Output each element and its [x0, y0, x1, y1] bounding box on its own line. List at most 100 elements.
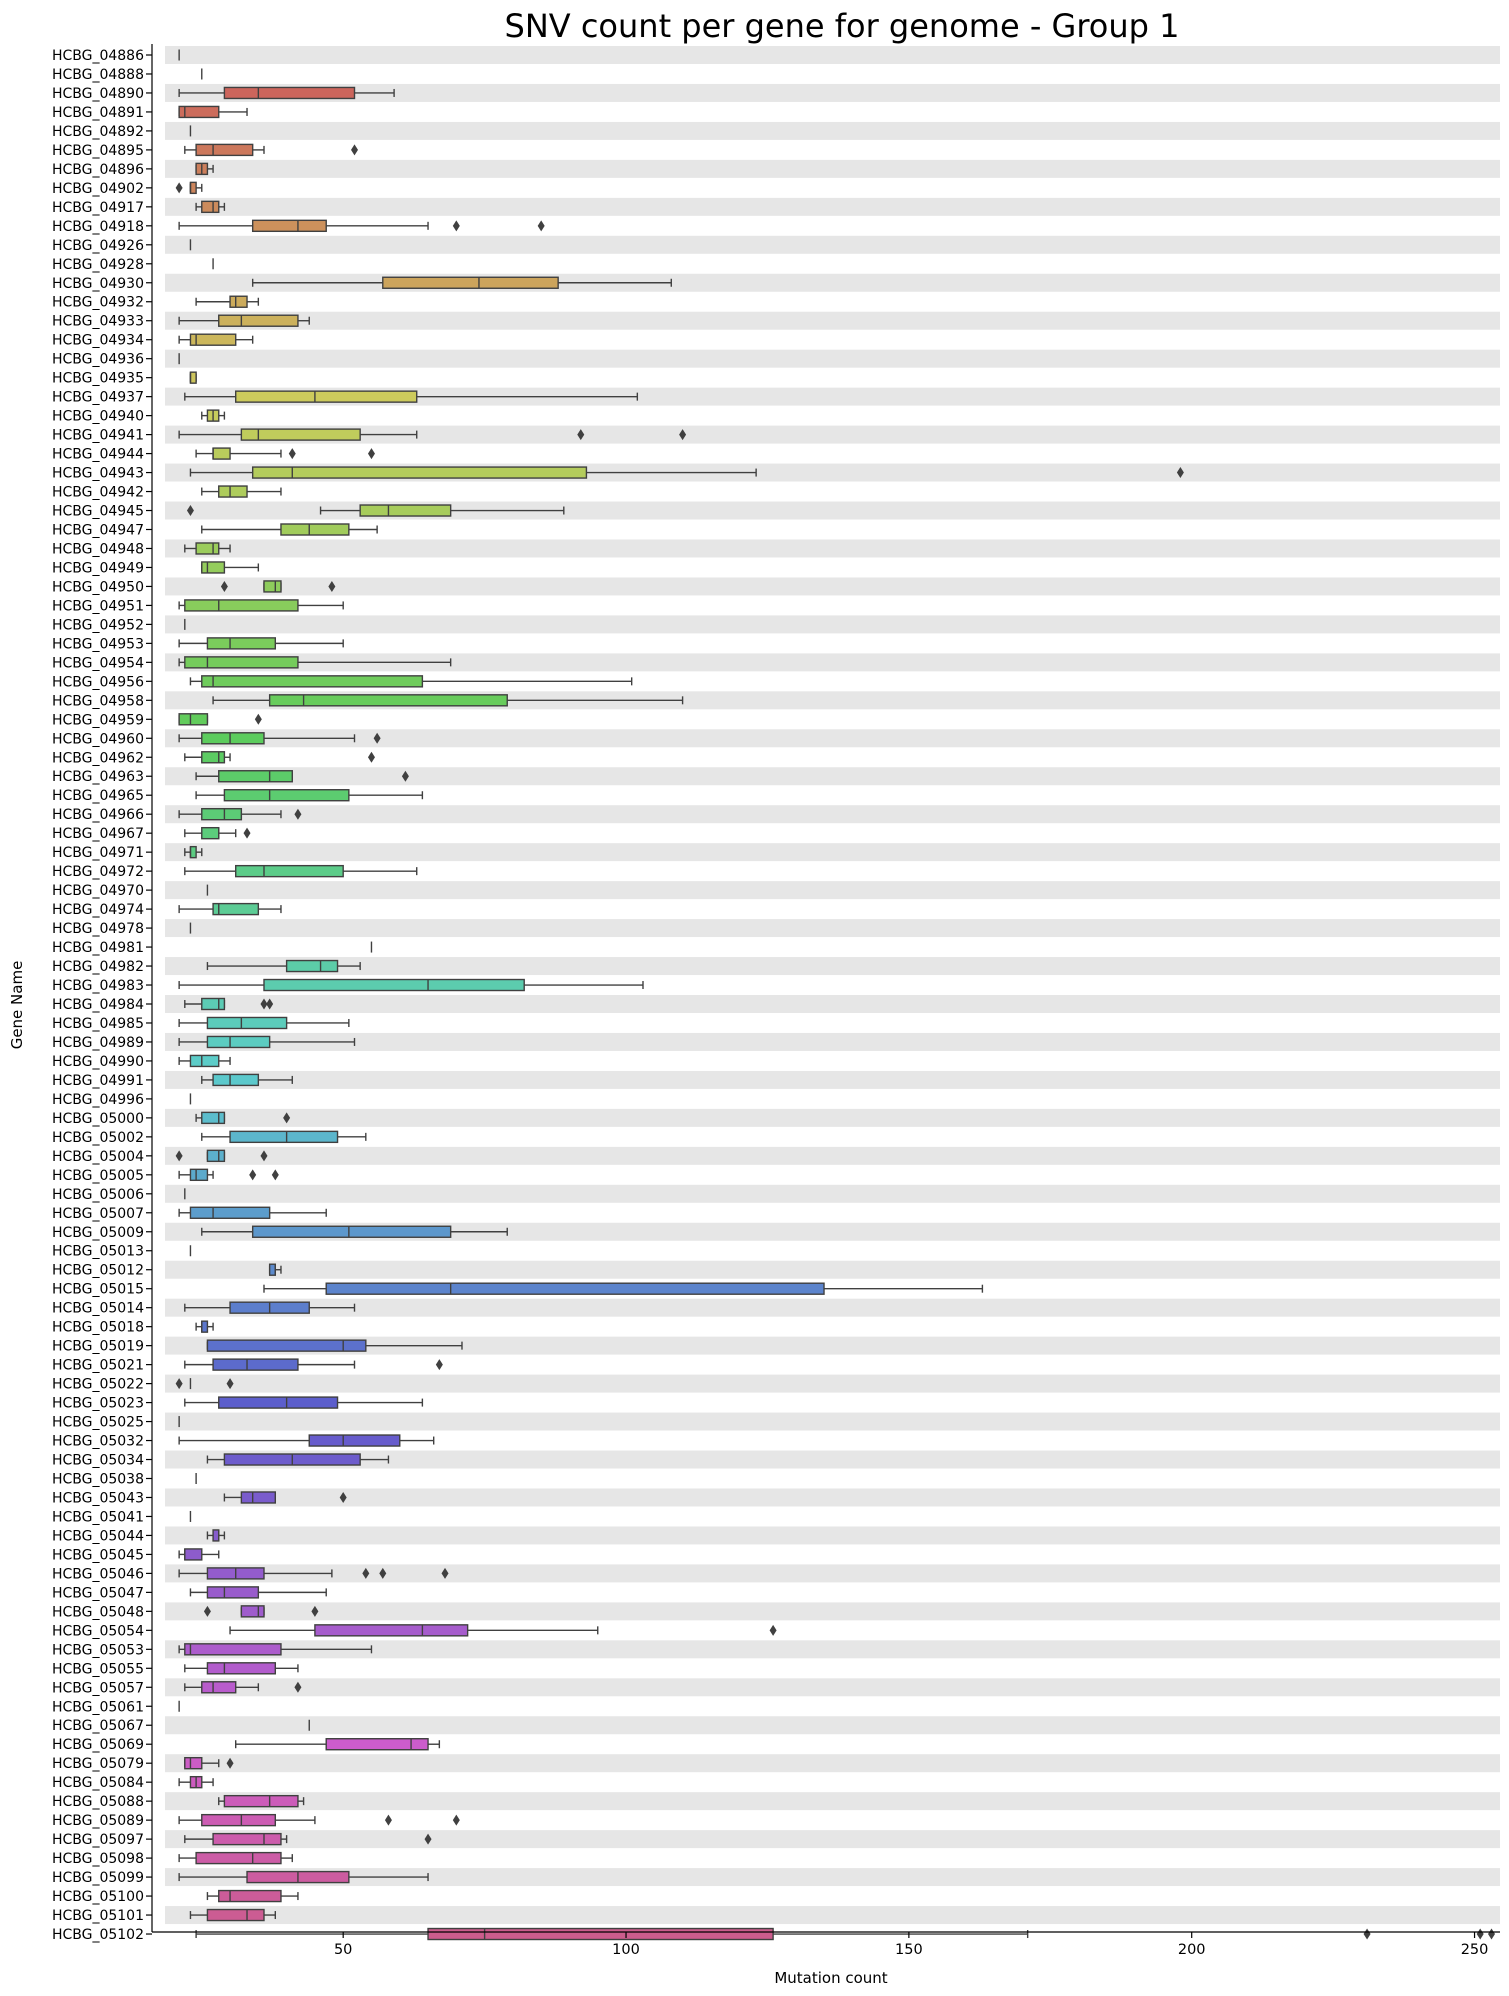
box-hcbg_04891: [178, 105, 248, 119]
box-hcbg_05004: [175, 1149, 268, 1163]
box-hcbg_04990: [178, 1054, 231, 1068]
iqr-box: [189, 333, 237, 346]
row-band: [165, 615, 1500, 634]
iqr-box: [268, 1263, 277, 1276]
iqr-box: [229, 295, 248, 308]
box-hcbg_04902: [175, 181, 203, 195]
box-hcbg_05045: [178, 1548, 220, 1561]
gene-label: HCBG_05054: [52, 1623, 144, 1639]
iqr-box: [427, 1927, 774, 1941]
row-band: [165, 1602, 1500, 1621]
iqr-box: [251, 466, 588, 479]
box-hcbg_05022: [175, 1378, 234, 1390]
gene-label: HCBG_04953: [52, 636, 144, 652]
gene-label: HCBG_04928: [52, 257, 144, 273]
outlier-point: [266, 998, 274, 1010]
gene-label: HCBG_04934: [52, 333, 144, 349]
outlier-point: [367, 751, 375, 763]
row-band: [165, 1032, 1500, 1051]
box-hcbg_04940: [201, 409, 226, 422]
box-hcbg_04966: [178, 808, 302, 821]
gene-label: HCBG_05022: [52, 1377, 144, 1393]
box-hcbg_04991: [201, 1073, 293, 1087]
box-hcbg_04890: [178, 86, 395, 100]
iqr-box: [184, 1643, 282, 1656]
row-band: [165, 349, 1500, 368]
iqr-box: [314, 1624, 469, 1637]
box-hcbg_04962: [184, 751, 375, 764]
iqr-box: [201, 1813, 277, 1827]
gene-label: HCBG_04930: [52, 276, 144, 292]
iqr-box: [268, 694, 508, 707]
row-band: [165, 1678, 1500, 1697]
gene-label: HCBG_05055: [52, 1661, 144, 1677]
gene-label: HCBG_04886: [52, 48, 144, 64]
box-hcbg_04954: [178, 656, 452, 669]
row-band: [165, 159, 1500, 178]
iqr-box: [178, 105, 220, 119]
gene-label: HCBG_05079: [52, 1756, 144, 1772]
box-hcbg_04934: [178, 333, 254, 346]
box-hcbg_04967: [184, 826, 251, 840]
outlier-point: [249, 1169, 257, 1181]
iqr-box: [212, 1358, 299, 1371]
iqr-box: [382, 276, 559, 289]
gene-label: HCBG_05032: [52, 1434, 144, 1450]
box-plots: [175, 49, 1496, 1941]
box-hcbg_05009: [201, 1225, 508, 1238]
gene-label: HCBG_05014: [52, 1301, 144, 1317]
outlier-point: [186, 505, 194, 517]
gene-label: HCBG_04983: [52, 978, 144, 994]
gene-label: HCBG_04926: [52, 238, 144, 254]
iqr-box: [263, 580, 282, 593]
row-band: [165, 1792, 1500, 1811]
box-hcbg_04917: [195, 200, 226, 214]
iqr-box: [189, 845, 197, 859]
outlier-point: [203, 1605, 211, 1617]
row-band: [165, 83, 1500, 102]
gene-label: HCBG_04965: [52, 788, 144, 804]
iqr-box: [201, 675, 424, 688]
gene-label: HCBG_04974: [52, 902, 144, 918]
box-hcbg_05044: [206, 1529, 226, 1542]
box-hcbg_05099: [178, 1870, 429, 1884]
gene-label: HCBG_05057: [52, 1680, 144, 1696]
gene-label: HCBG_05047: [52, 1585, 144, 1601]
gene-label: HCBG_05100: [52, 1889, 144, 1905]
iqr-box: [195, 542, 220, 555]
box-hcbg_04982: [206, 959, 361, 973]
box-hcbg_05043: [223, 1491, 347, 1504]
row-band: [165, 1488, 1500, 1507]
iqr-box: [212, 1529, 220, 1542]
gene-label: HCBG_05013: [52, 1244, 144, 1260]
outlier-point: [328, 580, 336, 592]
outlier-point: [367, 448, 375, 460]
row-band: [165, 729, 1500, 748]
gene-label: HCBG_05102: [52, 1927, 144, 1943]
box-hcbg_05012: [268, 1263, 282, 1276]
row-band: [165, 1564, 1500, 1583]
box-hcbg_04947: [201, 523, 378, 536]
gene-label: HCBG_04918: [52, 219, 144, 235]
iqr-box: [201, 200, 220, 214]
box-hcbg_04965: [195, 789, 424, 802]
row-band: [165, 235, 1500, 254]
outlier-point: [424, 1833, 432, 1845]
iqr-box: [212, 902, 260, 916]
gene-label: HCBG_05053: [52, 1642, 144, 1658]
iqr-box: [223, 789, 350, 802]
row-band: [165, 197, 1500, 216]
box-hcbg_05055: [184, 1662, 299, 1675]
gene-label: HCBG_04895: [52, 143, 144, 159]
outlier-point: [679, 429, 687, 441]
gene-label: HCBG_04966: [52, 807, 144, 823]
row-band: [165, 653, 1500, 672]
outlier-point: [175, 1150, 183, 1162]
outlier-point: [1476, 1928, 1484, 1940]
gene-label: HCBG_04948: [52, 541, 144, 557]
box-hcbg_05100: [206, 1889, 299, 1903]
gene-label: HCBG_04896: [52, 162, 144, 178]
box-hcbg_04984: [184, 997, 274, 1011]
outlier-point: [351, 144, 359, 156]
x-tick-label: 50: [334, 1942, 352, 1958]
